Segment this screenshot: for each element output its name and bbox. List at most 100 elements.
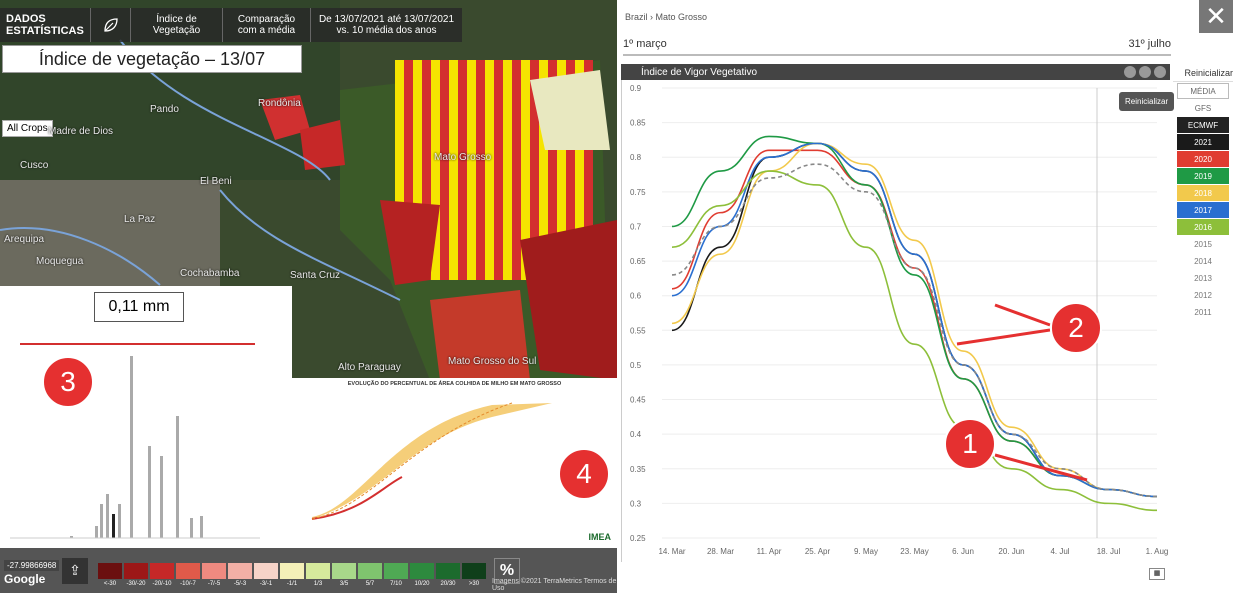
legend-swatch[interactable]: -20/-10 — [150, 562, 174, 587]
precip-bar — [112, 514, 115, 538]
legend-item-2016[interactable]: 2016 — [1177, 219, 1229, 235]
map-stripe — [494, 60, 503, 280]
precip-bar — [106, 494, 109, 538]
legend-swatch-label: 1/3 — [313, 580, 323, 587]
share-icon[interactable]: ⇪ — [62, 557, 88, 584]
y-tick-label: 0.6 — [630, 292, 642, 301]
map-stripe — [467, 60, 476, 280]
legend-swatch[interactable]: 3/5 — [332, 562, 356, 587]
legend-swatch[interactable]: 5/7 — [358, 562, 382, 587]
map-stripe — [485, 60, 494, 280]
precip-bar — [95, 526, 98, 538]
legend-item-2013[interactable]: 2013 — [1177, 270, 1229, 286]
legend-swatch[interactable]: >30 — [462, 562, 486, 587]
breadcrumb[interactable]: Brazil › Mato Grosso — [625, 12, 708, 22]
legend-item-2020[interactable]: 2020 — [1177, 151, 1229, 167]
percent-toggle-button[interactable]: % — [494, 557, 520, 584]
legend-item-2018[interactable]: 2018 — [1177, 185, 1229, 201]
legend-item-ecmwf[interactable]: ECMWF — [1177, 117, 1229, 133]
legend-bar: ⇪ <-30 -30/-20 -20/-10 -10/-7 -7/-5 -5/-3 -3/-… — [0, 548, 617, 593]
x-tick-label: 1. Aug — [1146, 547, 1169, 556]
legend-item-2015[interactable]: 2015 — [1177, 236, 1229, 252]
legend-swatch[interactable]: -30/-20 — [124, 562, 148, 587]
table-view-icon[interactable]: ▦ — [1149, 568, 1165, 580]
harvest-chart — [311, 402, 552, 520]
legend-swatch[interactable]: 10/20 — [410, 562, 434, 587]
reset-legend-button[interactable]: Reinicializar — [1173, 66, 1233, 82]
app-logo: DADOS ESTATÍSTICAS — [6, 13, 84, 37]
x-tick-label: 14. Mar — [658, 547, 685, 556]
all-crops-button[interactable]: All Crops — [2, 120, 53, 137]
map-footer[interactable]: Imagens ©2021 TerraMetrics Termos de Uso — [492, 578, 617, 592]
legend-swatch-label: 20/30 — [440, 580, 456, 587]
legend-swatch[interactable]: 20/30 — [436, 562, 460, 587]
legend-swatch[interactable]: 7/10 — [384, 562, 408, 587]
map-label: Pando — [150, 104, 179, 115]
legend-swatch[interactable]: -1/1 — [280, 562, 304, 587]
precip-bar — [100, 504, 103, 538]
date-start[interactable]: 1º março — [623, 38, 667, 50]
legend-item-gfs[interactable]: GFS — [1177, 100, 1229, 116]
reset-zoom-button[interactable]: Reinicializar — [1119, 92, 1175, 111]
map-stripe — [512, 60, 521, 280]
map-title: Índice de vegetação – 13/07 — [2, 45, 302, 73]
map-label: Mato Grosso do Sul — [448, 356, 537, 367]
map-label: Mato Grosso — [434, 152, 492, 163]
map-label: Alto Paraguay — [338, 362, 401, 373]
close-icon[interactable]: ✕ — [1199, 0, 1233, 33]
legend-swatch[interactable]: -7/-5 — [202, 562, 226, 587]
harvest-mean-line — [311, 402, 513, 520]
badge-3: 3 — [42, 356, 94, 408]
legend-item-2011[interactable]: 2011 — [1177, 304, 1229, 320]
legend-swatch[interactable]: 1/3 — [306, 562, 330, 587]
precip-bar — [200, 516, 203, 538]
legend-item-2019[interactable]: 2019 — [1177, 168, 1229, 184]
date-end[interactable]: 31º julho — [1128, 38, 1171, 50]
y-tick-label: 0.25 — [630, 534, 646, 543]
legend-swatch-label: -30/-20 — [126, 580, 146, 587]
vigor-chart: 0.25 0.3 0.35 0.4 0.45 0.5 0.55 0.6 0.65 0.7 0.75 0… — [621, 80, 1170, 562]
legend-item-2014[interactable]: 2014 — [1177, 253, 1229, 269]
close-chart-icon[interactable] — [1154, 66, 1166, 78]
x-tick-label: 9. May — [854, 547, 878, 556]
date-slider[interactable] — [623, 54, 1171, 56]
y-tick-label: 0.75 — [630, 188, 646, 197]
legend-swatch-label: 10/20 — [414, 580, 430, 587]
period-tab[interactable]: De 13/07/2021 até 13/07/2021 vs. 10 médi… — [310, 8, 462, 42]
map-label: Moquegua — [36, 256, 84, 267]
precip-bar — [176, 416, 179, 538]
x-tick-label: 23. May — [900, 547, 928, 556]
legend-item-2017[interactable]: 2017 — [1177, 202, 1229, 218]
chart-header: Índice de Vigor Vegetativo — [621, 64, 1170, 80]
legend-item-média[interactable]: MÉDIA — [1177, 83, 1229, 99]
map-stripe — [584, 60, 593, 280]
map-panel[interactable]: DADOS ESTATÍSTICAS Índice de Vegetação C… — [0, 0, 617, 593]
legend-swatch[interactable]: -10/-7 — [176, 562, 200, 587]
vegetation-index-tab[interactable]: Índice de Vegetação — [130, 8, 222, 42]
map-label: La Paz — [124, 214, 156, 225]
badge-4: 4 — [558, 448, 610, 500]
y-tick-label: 0.7 — [630, 222, 642, 231]
legend-swatch[interactable]: -3/-1 — [254, 562, 278, 587]
legend-swatch-label: 5/7 — [365, 580, 375, 587]
legend-item-2021[interactable]: 2021 — [1177, 134, 1229, 150]
series-line-2016[interactable] — [671, 170, 1158, 512]
series-line-2018[interactable] — [671, 142, 1158, 498]
precip-bar — [70, 536, 73, 538]
export-icon[interactable] — [1124, 66, 1136, 78]
date-range: 1º março 31º julho — [623, 38, 1171, 50]
comparison-tab[interactable]: Comparação com a média — [222, 8, 310, 42]
print-icon[interactable] — [1139, 66, 1151, 78]
legend-item-2012[interactable]: 2012 — [1177, 287, 1229, 303]
legend-swatch[interactable]: <-30 — [98, 562, 122, 587]
legend-swatch-label: -1/1 — [286, 580, 298, 587]
year-legend: Reinicializar MÉDIA GFS ECMWF 2021 2020 2019 2… — [1173, 66, 1233, 321]
y-tick-label: 0.3 — [630, 499, 642, 508]
leaf-icon[interactable] — [90, 8, 130, 42]
map-label: Rondônia — [258, 98, 301, 109]
harvest-band — [312, 403, 552, 519]
legend-swatch[interactable]: -5/-3 — [228, 562, 252, 587]
x-tick-label: 25. Apr — [805, 547, 831, 556]
legend-swatch-label: -20/-10 — [152, 580, 172, 587]
coordinate-readout: -27.99866968 — [4, 560, 60, 571]
